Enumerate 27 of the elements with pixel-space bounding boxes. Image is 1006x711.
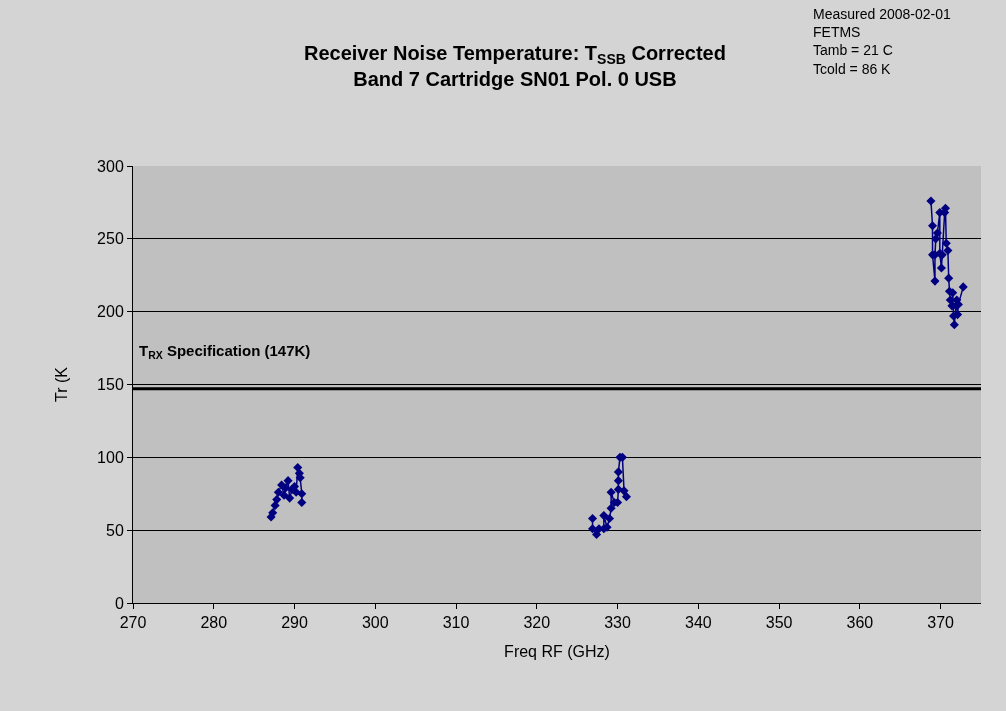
x-tick-label: 350 xyxy=(765,614,793,632)
y-tick-label: 150 xyxy=(97,376,124,394)
y-tick-label: 100 xyxy=(97,448,124,466)
x-axis-title: Freq RF (GHz) xyxy=(504,642,610,660)
x-tick-label: 340 xyxy=(684,614,712,632)
y-axis-title: Tr (K xyxy=(53,366,70,402)
text: Tcold = 86 K xyxy=(813,60,892,77)
x-tick-label: 310 xyxy=(442,614,470,632)
y-tick-label: 0 xyxy=(114,594,124,612)
text: FETMS xyxy=(813,24,861,41)
x-tick-label: 330 xyxy=(604,614,632,632)
y-tick-label: 200 xyxy=(97,303,124,321)
x-tick-label: 300 xyxy=(361,614,389,632)
text: Measured 2008-02-01 xyxy=(813,6,951,22)
x-tick-label: 290 xyxy=(281,614,308,632)
y-tick-label: 250 xyxy=(97,230,124,248)
x-tick-label: 370 xyxy=(927,614,955,632)
x-tick-label: 270 xyxy=(119,614,147,632)
text: Tamb = 21 C xyxy=(813,42,893,59)
y-tick-label: 50 xyxy=(106,521,124,539)
x-tick-label: 360 xyxy=(846,614,874,632)
x-tick-label: 320 xyxy=(523,614,551,632)
chart-title: Receiver Noise Temperature: T$_{SSB}$ Corrected xyxy=(304,42,726,68)
x-tick-label: 280 xyxy=(200,614,228,632)
ref-line-label: T$_{RX}$ Specification (147K) xyxy=(139,342,311,362)
y-tick-label: 300 xyxy=(97,157,124,175)
chart-subtitle: Band 7 Cartridge SN01 Pol. 0 USB xyxy=(353,68,677,90)
